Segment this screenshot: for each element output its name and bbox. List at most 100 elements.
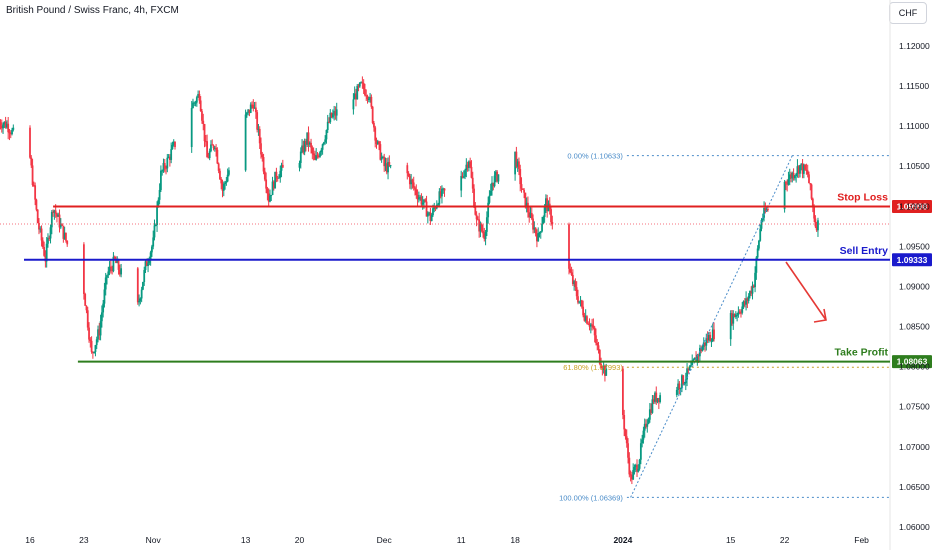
candle-body [215,147,217,150]
candle-body [602,365,605,370]
candle-body [426,213,429,217]
y-tick-label: 1.11500 [899,81,929,91]
level-label: Sell Entry [840,245,889,257]
candle-body [353,93,356,100]
candle-body [652,399,655,402]
candle-body [207,157,210,159]
candle-body [154,224,157,226]
candle-body [262,157,265,172]
candle-body [326,121,329,131]
candle-body [50,211,53,228]
candle-body [429,212,432,222]
candle-body [311,147,314,154]
candle-body [579,300,582,302]
candle-body [814,218,817,227]
y-tick-label: 1.09000 [899,281,930,291]
candle-body [643,423,646,431]
candle-body [466,164,469,168]
x-tick-label: 20 [295,535,305,545]
candle-body [690,365,692,367]
candle-body [542,216,545,224]
candle-body [4,121,7,128]
candle-body [432,208,434,216]
candle-body [469,161,472,167]
candle-body [468,161,470,168]
candle-body [529,212,532,218]
candle-body [325,130,328,140]
candle-body [147,263,149,266]
candle-body [260,143,262,155]
x-tick-label: 23 [79,535,89,545]
candle-body [514,151,516,175]
candle-body [49,227,52,239]
candle-body [84,293,87,306]
candle-body [686,368,688,380]
candle-body [584,316,587,321]
candle-body [140,289,143,299]
candle-body [249,104,252,113]
candle-body [754,272,756,288]
candle-body [598,349,601,365]
level-price-tag [892,355,932,369]
candle-body [109,266,112,269]
candle-body [195,97,198,103]
candle-body [417,197,420,200]
candle-body [315,155,318,160]
candle-body [265,179,268,189]
candle-body [755,257,758,273]
candle-body [57,214,60,217]
x-tick-label: 18 [510,535,520,545]
candle-body [699,347,701,357]
candle-body [301,145,303,152]
candle-body [484,231,487,239]
candle-body [371,106,374,123]
candle-body [539,231,542,233]
y-tick-label: 1.06500 [899,482,930,492]
candle-body [85,305,88,311]
candle-body [580,300,583,307]
candle-body [30,157,33,166]
candle-body [675,389,678,396]
candle-body [519,169,522,185]
level-price-tag-text: 1.08063 [897,357,928,367]
candle-body [193,102,196,104]
candle-body [656,398,659,402]
candle-body [136,268,139,303]
candle-body [489,190,492,196]
y-tick-label: 1.07500 [899,402,930,412]
x-tick-label: 16 [25,535,35,545]
candle-body [424,199,427,202]
candle-body [43,247,46,256]
candle-body [58,214,61,228]
candle-body [492,182,495,187]
candle-body [461,175,464,177]
y-tick-label: 1.07000 [899,442,930,452]
candle-body [383,156,386,167]
candle-body [310,142,312,148]
candle-body [784,181,787,184]
candle-body [804,164,807,170]
candle-body [93,351,96,353]
candle-body [521,188,524,190]
candle-body [536,233,538,242]
candle-body [679,388,682,390]
candle-body [201,111,203,121]
candle-body [228,170,230,175]
candle-body [118,269,121,275]
candle-body [213,147,216,149]
time-axis[interactable]: 1623Nov1320Dec111820241522Feb12 [25,535,932,545]
candle-body [574,281,577,288]
candle-body [266,188,269,194]
candle-body [751,285,754,294]
arrow-head [813,308,827,323]
candle-body [389,165,392,167]
candle-body [100,312,103,322]
candle-body [305,141,307,145]
candle-body [637,468,640,472]
price-axis[interactable]: 1.12000 1.11500 1.11000 1.10500 1.10000 1.095… [899,41,930,550]
candle-body [414,187,416,190]
candle-body [370,96,373,107]
candle-body [808,174,810,184]
candle-body [651,399,654,413]
